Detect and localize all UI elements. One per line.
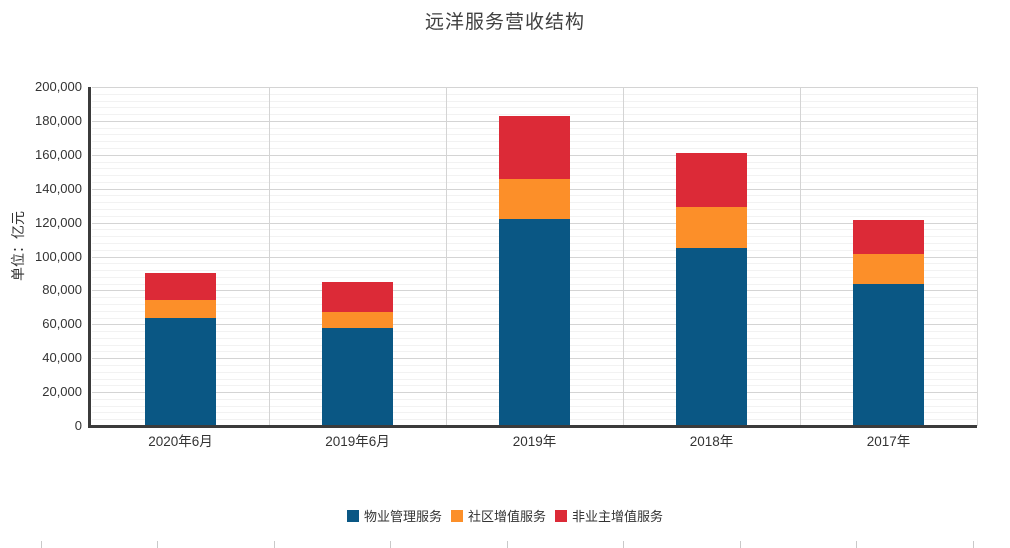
y-axis-tick-label: 180,000 [35, 112, 82, 128]
bar-segment-社区增值服务[interactable] [145, 299, 216, 318]
bar-segment-物业管理服务[interactable] [676, 248, 747, 426]
x-axis-tick-label: 2017年 [866, 434, 911, 449]
x-axis-tick-label: 2019年6月 [325, 434, 390, 449]
bottom-ruler-tick [972, 541, 974, 548]
minor-gridline [92, 114, 977, 116]
y-axis-tick-label: 200,000 [35, 79, 82, 94]
legend-swatch-icon [450, 509, 463, 522]
minor-gridline [92, 93, 977, 95]
bottom-ruler-tick [40, 541, 42, 548]
y-axis-tick-label: 40,000 [42, 350, 82, 366]
bar-segment-社区增值服务[interactable] [853, 253, 924, 285]
bar-segment-非业主增值服务[interactable] [322, 281, 393, 313]
vertical-gridline [446, 87, 447, 426]
y-axis-tick-label: 20,000 [42, 384, 82, 400]
legend-swatch-icon [346, 509, 359, 522]
legend-label: 非业主增值服务 [572, 509, 664, 524]
bar-segment-社区增值服务[interactable] [676, 207, 747, 249]
y-axis-tick-label: 120,000 [35, 214, 82, 230]
vertical-gridline [269, 87, 270, 426]
vertical-gridline [977, 87, 978, 426]
legend-item-非业主增值服务[interactable]: 非业主增值服务 [555, 506, 663, 525]
major-gridline [92, 87, 977, 88]
y-axis-line [88, 87, 91, 428]
x-axis-tick-label: 2018年 [689, 434, 734, 449]
x-axis-tick-label: 2020年6月 [148, 434, 213, 449]
legend-item-物业管理服务[interactable]: 物业管理服务 [346, 506, 442, 525]
x-axis-line [88, 425, 977, 428]
bar-segment-非业主增值服务[interactable] [853, 220, 924, 254]
bottom-ruler-tick [856, 541, 857, 548]
bar-segment-社区增值服务[interactable] [322, 312, 393, 328]
bottom-ruler-tick [739, 541, 741, 548]
bottom-ruler-tick [157, 541, 158, 548]
bottom-ruler-tick [390, 541, 391, 548]
bar-segment-非业主增值服务[interactable] [499, 115, 570, 180]
bar-segment-物业管理服务[interactable] [322, 327, 393, 426]
vertical-gridline [623, 87, 624, 426]
y-axis-tick-label: 60,000 [42, 316, 82, 332]
bar-segment-物业管理服务[interactable] [499, 219, 570, 426]
legend-item-社区增值服务[interactable]: 社区增值服务 [450, 506, 546, 525]
legend-label: 物业管理服务 [363, 509, 442, 524]
x-axis-tick-label: 2019年 [512, 434, 557, 449]
minor-gridline [92, 107, 977, 109]
y-axis-tick-label: 80,000 [42, 282, 82, 298]
y-axis-tick-label: 0 [74, 418, 82, 433]
chart-title: 远洋服务营收结构 [424, 12, 585, 33]
vertical-gridline [800, 87, 801, 426]
bottom-ruler-tick [506, 541, 508, 548]
y-axis-tick-label: 140,000 [35, 180, 82, 196]
bar-segment-非业主增值服务[interactable] [145, 272, 216, 300]
bottom-ruler-tick [273, 541, 275, 548]
y-axis-tick-label: 160,000 [35, 146, 82, 162]
y-axis-tick-label: 100,000 [35, 248, 82, 264]
legend-label: 社区增值服务 [467, 509, 546, 524]
legend: 物业管理服务 社区增值服务 非业主增值服务 [0, 506, 1010, 525]
bar-segment-物业管理服务[interactable] [853, 284, 924, 426]
bar-segment-社区增值服务[interactable] [499, 179, 570, 220]
bar-segment-物业管理服务[interactable] [145, 317, 216, 426]
bar-segment-非业主增值服务[interactable] [676, 153, 747, 208]
minor-gridline [92, 100, 977, 102]
legend-swatch-icon [555, 509, 567, 522]
bottom-ruler-tick [623, 541, 624, 548]
